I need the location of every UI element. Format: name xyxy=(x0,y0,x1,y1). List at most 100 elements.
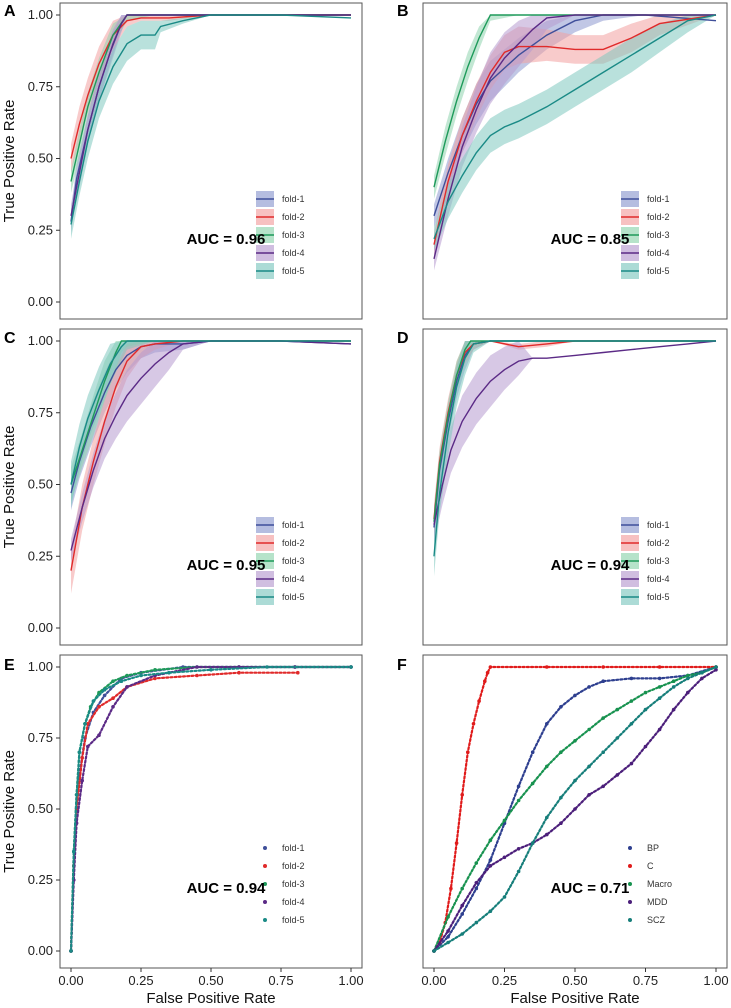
legend-marker-bp xyxy=(628,846,632,850)
roc-point-fold-3 xyxy=(111,679,115,683)
roc-point-mdd xyxy=(643,744,648,749)
roc-point-mdd xyxy=(446,929,450,933)
y-tick-label: 0.00 xyxy=(28,620,53,635)
roc-point-scz xyxy=(474,920,479,925)
legend-label-macro: Macro xyxy=(647,879,672,889)
y-tick-label: 0.25 xyxy=(28,222,53,237)
legend-label-fold-4: fold-4 xyxy=(647,248,670,258)
roc-point-macro xyxy=(474,861,479,865)
roc-point-c xyxy=(483,679,487,683)
roc-point-scz xyxy=(573,778,577,783)
x-tick-label: 0.50 xyxy=(562,973,587,988)
roc-point-fold-4 xyxy=(97,733,101,737)
roc-point-fold-5 xyxy=(119,679,124,683)
roc-point-bp xyxy=(573,693,577,698)
legend-marker-fold-4 xyxy=(263,900,267,904)
roc-point-scz xyxy=(432,949,436,953)
roc-point-c xyxy=(485,670,490,675)
roc-point-scz xyxy=(615,736,620,740)
roc-point-fold-5 xyxy=(69,949,73,953)
legend-marker-mdd xyxy=(628,900,632,904)
y-tick-label: 1.00 xyxy=(28,7,53,22)
plot-area xyxy=(70,340,352,594)
roc-point-macro xyxy=(686,673,690,678)
plot-area xyxy=(70,14,352,239)
roc-point-macro xyxy=(488,838,493,842)
roc-point-scz xyxy=(657,696,662,700)
legend-label-fold-5: fold-5 xyxy=(647,592,670,602)
x-tick-label: 0.25 xyxy=(492,973,517,988)
roc-point-macro xyxy=(502,818,507,823)
panel-letter: B xyxy=(397,3,409,20)
panel-a: A 0.00 0.25 0.50 0.75 1.00 True Positive Rate f… xyxy=(1,2,363,320)
roc-point-fold-5 xyxy=(349,665,353,669)
legend-label-fold-2: fold-2 xyxy=(647,538,670,548)
roc-point-mdd xyxy=(601,784,605,789)
plot-frame xyxy=(59,654,363,969)
roc-point-fold-4 xyxy=(125,685,129,689)
legend-label-fold-1: fold-1 xyxy=(282,194,305,204)
y-axis-title: True Positive Rate xyxy=(1,100,18,223)
legend-label-bp: BP xyxy=(647,843,659,853)
roc-point-fold-3 xyxy=(153,668,157,672)
legend-marker-fold-1 xyxy=(263,846,267,850)
roc-point-c xyxy=(471,722,476,726)
roc-point-scz xyxy=(545,815,549,820)
legend-label-fold-4: fold-4 xyxy=(282,897,305,907)
panel-letter: A xyxy=(4,3,16,20)
y-tick-label: 1.00 xyxy=(28,333,53,348)
roc-point-bp xyxy=(488,858,493,862)
roc-point-scz xyxy=(601,750,605,754)
roc-point-fold-5 xyxy=(209,668,213,672)
legend-label-fold-4: fold-4 xyxy=(282,574,305,584)
roc-line-fold-5 xyxy=(433,340,716,557)
legend-label-fold-5: fold-5 xyxy=(282,266,305,276)
confidence-band-fold-5 xyxy=(434,15,716,251)
roc-point-macro xyxy=(516,798,521,803)
roc-point-fold-2 xyxy=(237,670,241,675)
roc-point-scz xyxy=(460,932,465,936)
roc-point-mdd xyxy=(657,727,662,732)
x-tick-label: 0.75 xyxy=(633,973,658,988)
roc-point-macro xyxy=(587,727,591,732)
x-axis-title: False Positive Rate xyxy=(146,990,275,1007)
roc-point-fold-5 xyxy=(83,722,87,726)
roc-point-bp xyxy=(446,935,450,939)
legend-label-fold-4: fold-4 xyxy=(647,574,670,584)
y-tick-label: 0.50 xyxy=(28,151,53,166)
roc-point-fold-5 xyxy=(139,673,143,678)
plot-area xyxy=(69,665,353,953)
roc-point-c xyxy=(449,886,453,891)
roc-point-scz xyxy=(488,909,493,913)
auc-annotation: AUC = 0.96 xyxy=(187,231,266,248)
roc-line-fold-4 xyxy=(433,14,716,260)
y-tick-label: 0.00 xyxy=(28,943,53,958)
roc-point-mdd xyxy=(587,793,591,797)
legend-label-c: C xyxy=(647,861,654,871)
y-tick-label: 0.00 xyxy=(28,294,53,309)
roc-line-fold-5 xyxy=(70,340,351,485)
roc-point-mdd xyxy=(686,690,690,695)
roc-point-c xyxy=(601,665,605,669)
roc-point-macro xyxy=(559,750,563,754)
legend-marker-fold-5 xyxy=(263,918,267,922)
roc-point-mdd xyxy=(615,773,620,777)
roc-point-bp xyxy=(601,679,605,683)
roc-point-macro xyxy=(657,685,662,689)
legend-label-fold-1: fold-1 xyxy=(282,843,305,853)
roc-point-fold-2 xyxy=(153,676,157,681)
legend-marker-fold-2 xyxy=(263,864,267,868)
roc-point-macro xyxy=(671,679,676,683)
roc-point-fold-4 xyxy=(111,705,115,709)
legend-label-fold-1: fold-1 xyxy=(647,520,670,530)
y-tick-label: 0.25 xyxy=(28,872,53,887)
roc-point-fold-3 xyxy=(125,673,129,678)
x-tick-label: 1.00 xyxy=(703,973,728,988)
roc-point-scz xyxy=(643,707,648,712)
roc-point-mdd xyxy=(629,761,634,766)
confidence-band-fold-4 xyxy=(434,15,716,271)
x-tick-label: 0.75 xyxy=(268,973,293,988)
roc-point-bp xyxy=(629,676,634,681)
roc-point-fold-5 xyxy=(77,750,82,754)
